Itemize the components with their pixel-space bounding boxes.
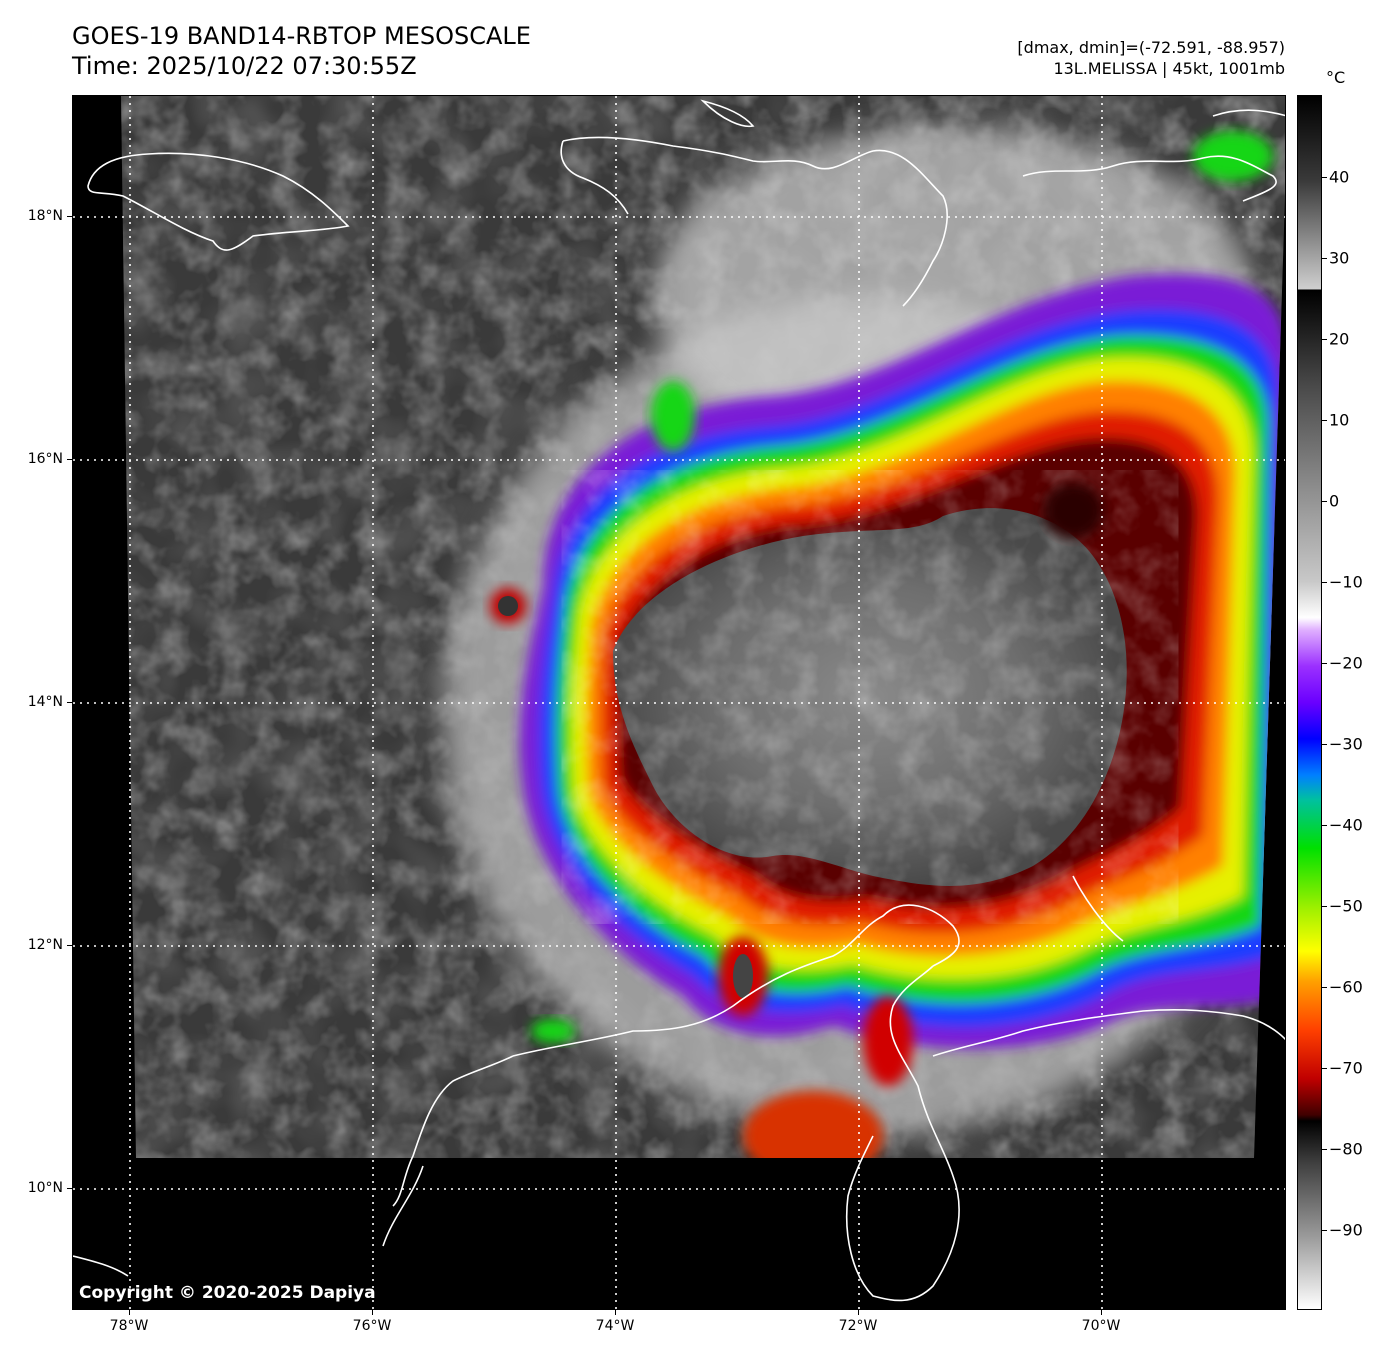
colorbar-tick [1322, 339, 1327, 340]
lat-tick [67, 1188, 72, 1189]
lon-label-72w: 72°W [838, 1318, 878, 1334]
colorbar-label: −40 [1329, 815, 1363, 835]
lon-label-78w: 78°W [109, 1318, 149, 1334]
colorbar-tick [1322, 582, 1327, 583]
colorbar-label: 0 [1329, 491, 1340, 511]
colorbar-label: −50 [1329, 896, 1363, 916]
colorbar-tick [1322, 1230, 1327, 1231]
colorbar-tick [1322, 825, 1327, 826]
title-line-2: Time: 2025/10/22 07:30:55Z [72, 52, 417, 80]
lon-tick [129, 1310, 130, 1315]
colorbar-tick [1322, 663, 1327, 664]
lon-label-70w: 70°W [1081, 1318, 1121, 1334]
colorbar-unit: °C [1326, 68, 1346, 87]
lon-tick [1101, 1310, 1102, 1315]
lon-label-74w: 74°W [595, 1318, 635, 1334]
lat-tick [67, 459, 72, 460]
colorbar-label: −80 [1329, 1139, 1363, 1159]
data-range-text: [dmax, dmin]=(-72.591, -88.957) [1017, 38, 1285, 57]
lon-tick [372, 1310, 373, 1315]
colorbar [1297, 95, 1322, 1310]
colorbar-label: −20 [1329, 653, 1363, 673]
title-line-1: GOES-19 BAND14-RBTOP MESOSCALE [72, 22, 531, 50]
lat-label-14n: 14°N [27, 694, 63, 710]
colorbar-tick [1322, 177, 1327, 178]
colorbar-tick [1322, 258, 1327, 259]
colorbar-label: 40 [1329, 167, 1350, 187]
colorbar-tick [1322, 906, 1327, 907]
lon-label-76w: 76°W [352, 1318, 392, 1334]
colorbar-label: 20 [1329, 329, 1350, 349]
colorbar-label: −10 [1329, 572, 1363, 592]
colorbar-tick [1322, 744, 1327, 745]
satellite-imagery [73, 96, 1285, 1309]
colorbar-label: −90 [1329, 1220, 1363, 1240]
colorbar-tick [1322, 420, 1327, 421]
lon-tick [858, 1310, 859, 1315]
colorbar-label: 30 [1329, 248, 1350, 268]
colorbar-label: −70 [1329, 1058, 1363, 1078]
colorbar-tick [1322, 1149, 1327, 1150]
colorbar-tick [1322, 501, 1327, 502]
copyright-text: Copyright © 2020-2025 Dapiya [79, 1283, 376, 1303]
lat-tick [67, 945, 72, 946]
satellite-map: Copyright © 2020-2025 Dapiya [72, 95, 1286, 1310]
lat-label-12n: 12°N [27, 937, 63, 953]
lat-tick [67, 216, 72, 217]
colorbar-tick [1322, 987, 1327, 988]
lat-label-16n: 16°N [27, 451, 63, 467]
cloud-field [121, 96, 1285, 1158]
lon-tick [615, 1310, 616, 1315]
lat-label-10n: 10°N [27, 1180, 63, 1196]
colorbar-label: 10 [1329, 410, 1350, 430]
colorbar-label: −30 [1329, 734, 1363, 754]
coastlines [73, 99, 1285, 1302]
lat-label-18n: 18°N [27, 208, 63, 224]
lat-tick [67, 702, 72, 703]
colorbar-label: −60 [1329, 977, 1363, 997]
colorbar-tick [1322, 1068, 1327, 1069]
storm-info-text: 13L.MELISSA | 45kt, 1001mb [1053, 59, 1285, 78]
